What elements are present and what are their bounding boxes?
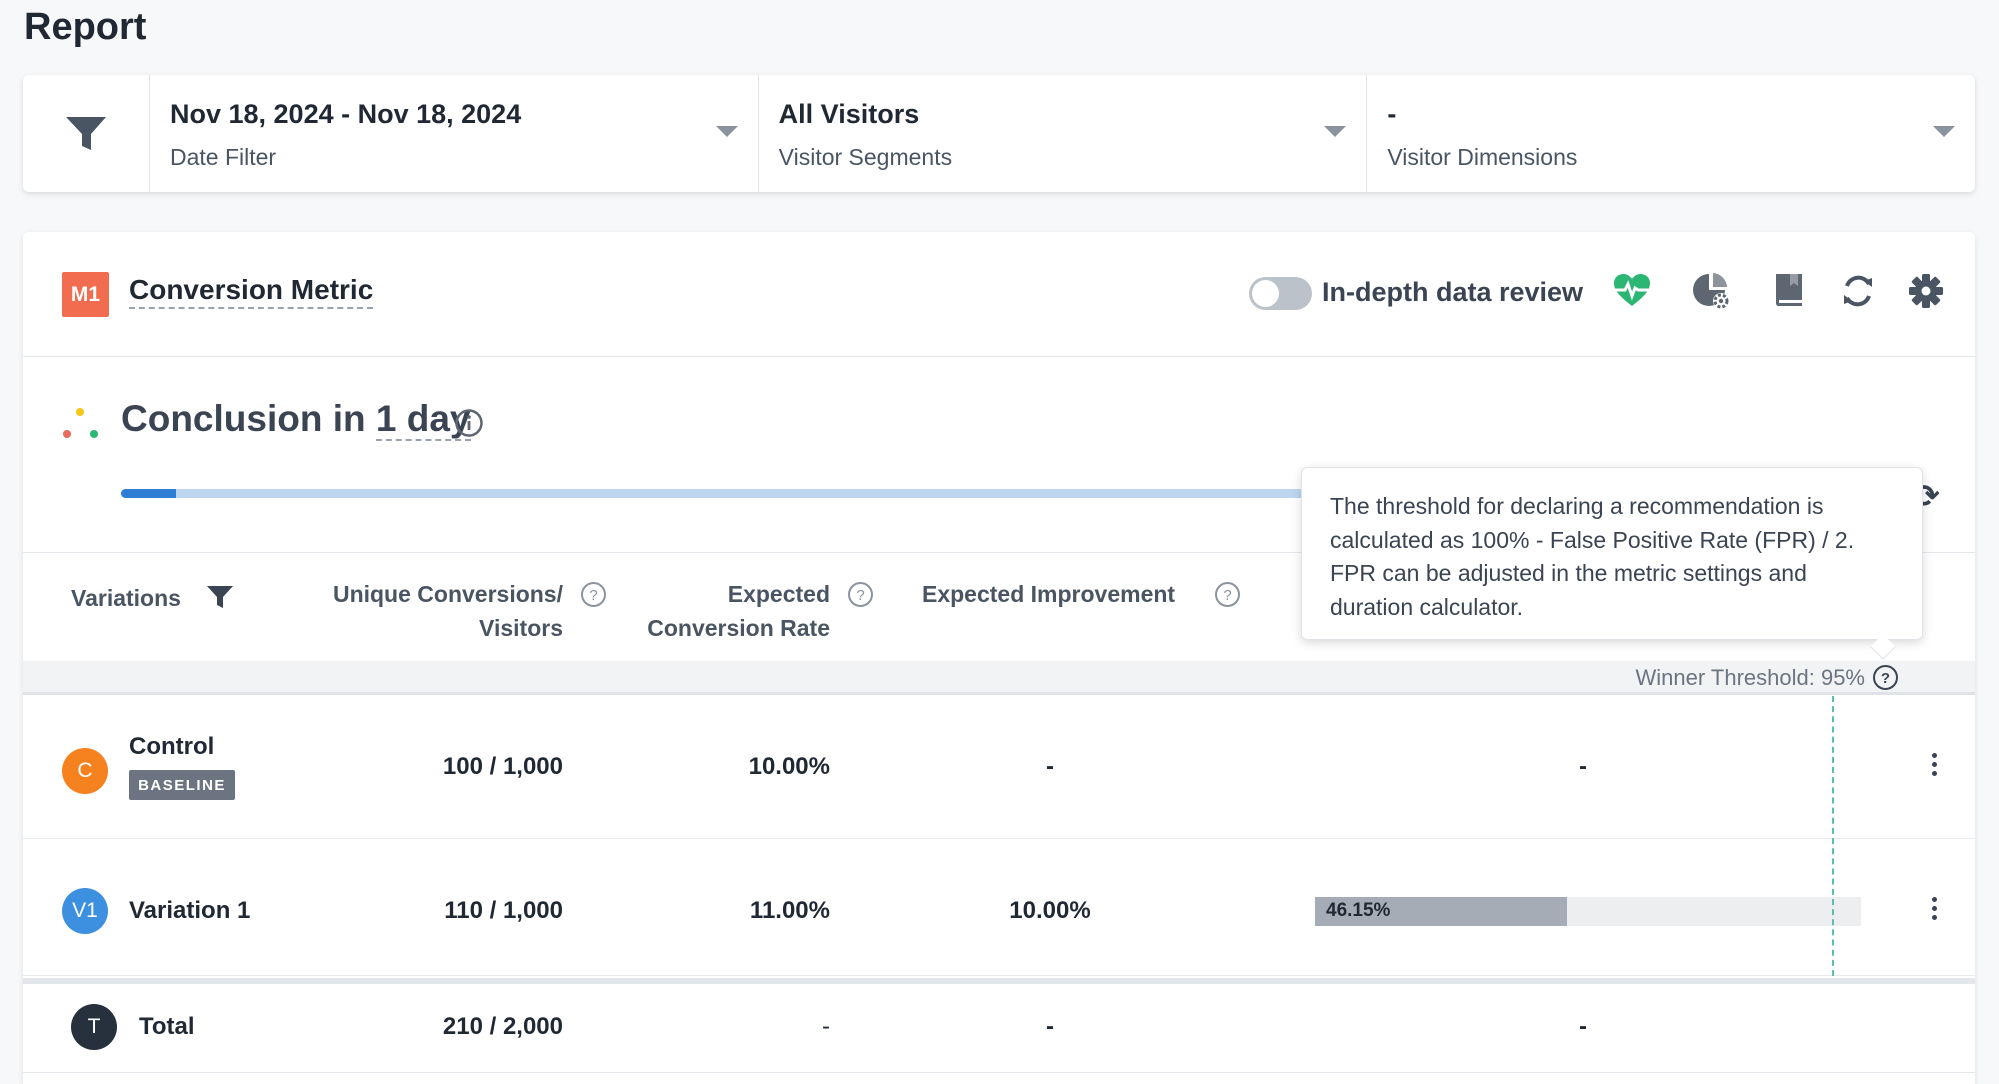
results-table-header: Variations Unique Conversions/ Visitors … [23, 552, 1975, 695]
conversions-cell: 110 / 1,000 [444, 897, 563, 924]
conversions-cell: 100 / 1,000 [442, 753, 563, 780]
probability-bar: 46.15% [1315, 897, 1861, 926]
probability-cell: - [1579, 753, 1587, 780]
svg-text:?: ? [856, 587, 864, 604]
probability-cell: - [1579, 1013, 1587, 1040]
segments-label: Visitor Segments [778, 144, 953, 170]
svg-text:?: ? [1881, 670, 1890, 687]
book-icon[interactable] [1768, 270, 1810, 312]
avatar: V1 [62, 888, 108, 934]
refresh-icon[interactable] [1837, 270, 1879, 312]
chevron-down-icon [1933, 126, 1956, 137]
visitor-dimensions-dropdown[interactable]: - Visitor Dimensions [1367, 75, 1975, 192]
improvement-cell: 10.00% [1009, 897, 1091, 924]
total-row: T Total 210 / 2,000 - - - [23, 978, 1975, 1073]
visitor-segments-dropdown[interactable]: All Visitors Visitor Segments [759, 75, 1368, 192]
help-icon[interactable]: ? [1872, 664, 1899, 691]
chevron-down-icon [1324, 126, 1347, 137]
probability-bar-fill [1315, 897, 1567, 926]
total-label: Total [139, 1013, 195, 1040]
funnel-icon [66, 116, 106, 150]
winner-threshold-label: Winner Threshold: 95% [1635, 665, 1866, 690]
help-icon[interactable]: ? [580, 581, 607, 608]
chevron-down-icon [715, 126, 738, 137]
variations-filter-icon[interactable] [206, 584, 234, 610]
conversions-cell: 210 / 2,000 [442, 1013, 563, 1040]
row-menu-button[interactable] [1931, 897, 1939, 924]
date-filter-label: Date Filter [170, 144, 277, 170]
help-icon[interactable]: ? [1214, 581, 1241, 608]
gear-icon[interactable] [1905, 270, 1947, 312]
conclusion-title: Conclusion in 1 day [121, 398, 471, 441]
info-icon[interactable] [454, 408, 484, 438]
conclusion-duration[interactable]: 1 day [375, 398, 471, 441]
avatar: T [71, 1004, 117, 1050]
unique-conversions-header-line1: Unique Conversions/ [332, 581, 563, 607]
variation-name[interactable]: Control [129, 733, 215, 760]
rate-cell: - [822, 1013, 830, 1040]
table-row: V1 Variation 1 110 / 1,000 11.00% 10.00%… [23, 840, 1975, 976]
help-icon[interactable]: ? [847, 581, 874, 608]
winner-threshold-strip: Winner Threshold: 95% ? [23, 661, 1975, 695]
in-depth-review-label: In-depth data review [1322, 277, 1584, 307]
row-menu-button[interactable] [1931, 753, 1939, 780]
improvement-cell: - [1046, 1013, 1054, 1040]
rate-cell: 11.00% [749, 897, 830, 924]
rate-cell: 10.00% [748, 753, 830, 780]
dimensions-value: - [1387, 99, 1397, 129]
svg-text:?: ? [1223, 587, 1231, 604]
conclusion-prefix: Conclusion in [121, 398, 376, 439]
avatar: C [62, 748, 108, 794]
pie-chart-settings-icon[interactable] [1690, 270, 1732, 312]
baseline-badge: BASELINE [129, 770, 235, 800]
improvement-cell: - [1046, 753, 1054, 780]
unique-conversions-header-line2: Visitors [479, 615, 563, 641]
threshold-tooltip: The threshold for declaring a recommenda… [1301, 467, 1923, 640]
variation-name[interactable]: Variation 1 [129, 897, 251, 924]
conclusion-progress-fill [121, 489, 177, 498]
in-depth-review-toggle[interactable] [1249, 277, 1312, 310]
date-filter-value: Nov 18, 2024 - Nov 18, 2024 [170, 99, 522, 129]
metric-card: M1 Conversion Metric In-depth data revie… [23, 232, 1975, 1084]
heart-monitor-icon[interactable] [1611, 270, 1653, 312]
expected-improvement-header: Expected Improvement [922, 581, 1176, 607]
expected-rate-header-line1: Expected [727, 581, 830, 607]
dimensions-label: Visitor Dimensions [1387, 144, 1578, 170]
variations-header: Variations [71, 585, 181, 611]
conclusion-progress-bar [121, 489, 1351, 498]
page-title: Report [24, 6, 147, 48]
toggle-knob [1252, 280, 1279, 307]
expected-rate-header-line2: Conversion Rate [647, 615, 830, 641]
date-filter-dropdown[interactable]: Nov 18, 2024 - Nov 18, 2024 Date Filter [150, 75, 759, 192]
filter-bar: Nov 18, 2024 - Nov 18, 2024 Date Filter … [23, 75, 1975, 192]
metric-name-link[interactable]: Conversion Metric [129, 274, 374, 309]
probability-label: 46.15% [1326, 900, 1391, 921]
metric-header: M1 Conversion Metric In-depth data revie… [23, 232, 1975, 357]
segments-value: All Visitors [778, 99, 920, 129]
metric-badge: M1 [62, 272, 109, 317]
filter-toggle-button[interactable] [23, 75, 150, 192]
status-dots-icon [63, 408, 98, 438]
svg-text:?: ? [589, 587, 597, 604]
table-row: C Control BASELINE 100 / 1,000 10.00% - … [23, 698, 1975, 839]
unique-conversions-header: Unique Conversions/ Visitors [273, 577, 563, 645]
winner-threshold-line [1832, 696, 1834, 976]
expected-rate-header: Expected Conversion Rate [583, 577, 830, 645]
